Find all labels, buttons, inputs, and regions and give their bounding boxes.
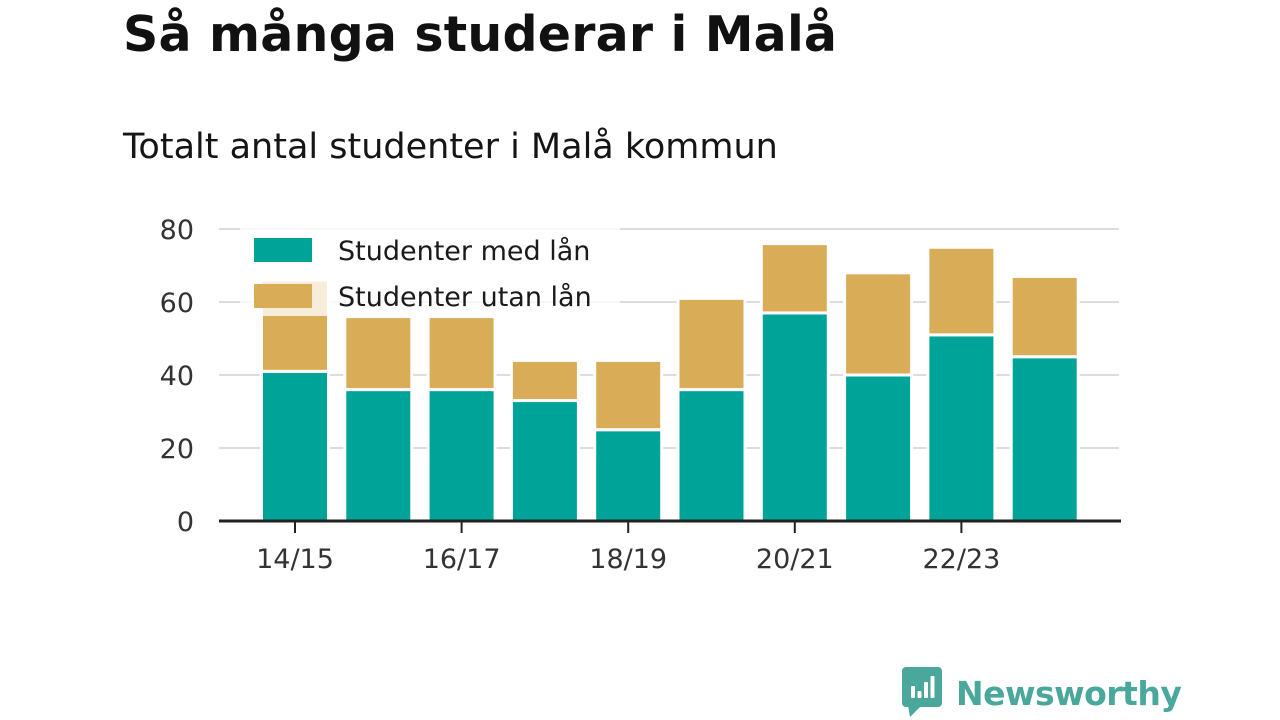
legend: Studenter med lån Studenter utan lån	[240, 226, 620, 316]
bar-segment	[759, 311, 830, 523]
bar-segment	[676, 388, 747, 523]
bar-segment	[260, 369, 330, 523]
chart-subtitle: Totalt antal studenter i Malå kommun	[123, 127, 778, 167]
x-tick-label: 20/21	[756, 544, 834, 575]
bar-segment	[759, 242, 830, 315]
bar-segment	[426, 388, 497, 523]
y-tick-label: 60	[160, 288, 194, 319]
bar-segment	[926, 245, 997, 337]
bar-segment	[1009, 274, 1080, 359]
brand-logo: Newsworthy	[902, 667, 1182, 718]
bar-segment	[593, 428, 664, 523]
bar-segment	[509, 399, 580, 523]
legend-label: Studenter utan lån	[338, 282, 592, 313]
axes: 0 20 40 60 80 14/15 16/17 18/19 20/21 22/23	[160, 215, 1121, 575]
bar-segment	[509, 358, 580, 403]
bar-segment	[843, 373, 914, 523]
y-tick-label: 20	[160, 434, 194, 465]
newsworthy-logo-icon	[902, 667, 942, 717]
bar-segment	[926, 333, 997, 523]
bar-segment	[343, 315, 414, 392]
chart-title: Så många studerar i Malå	[123, 6, 838, 63]
bar-segment	[426, 315, 497, 392]
y-tick-label: 0	[177, 507, 194, 538]
bar-segment	[676, 296, 747, 392]
x-tick-label: 14/15	[256, 544, 334, 575]
legend-swatch	[254, 238, 312, 262]
x-tick-label: 16/17	[423, 544, 501, 575]
legend-label: Studenter med lån	[338, 236, 590, 267]
bar-segment	[593, 358, 664, 432]
x-tick-label: 18/19	[589, 544, 667, 575]
x-tick-label: 22/23	[922, 544, 1000, 575]
y-tick-label: 80	[160, 215, 194, 246]
legend-swatch	[254, 284, 312, 308]
y-tick-label: 40	[160, 361, 194, 392]
brand-name: Newsworthy	[956, 673, 1182, 713]
bar-segment	[1009, 355, 1080, 523]
bar-segment	[843, 271, 914, 377]
bar-segment	[343, 388, 414, 523]
